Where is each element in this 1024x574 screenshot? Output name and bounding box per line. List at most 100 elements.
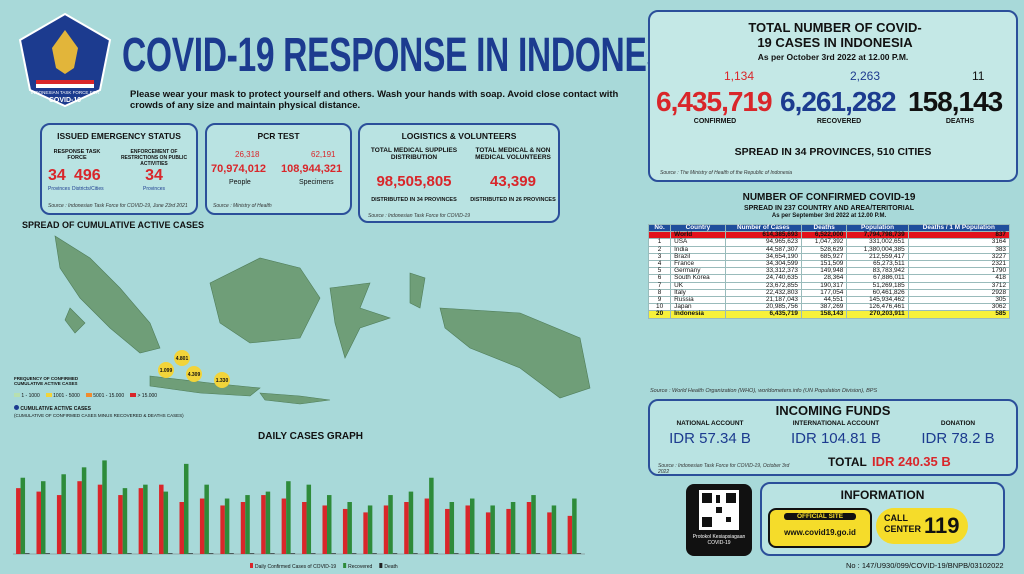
bar [240,502,246,554]
cell: 6,522,000 [800,231,848,240]
bar [363,512,368,554]
legend-label: 5001 - 15.000 [93,393,125,399]
unit: Provinces [143,186,165,192]
table-subtitle: SPREAD IN 237 COUNTRY AND AREA/TERITORIA… [743,205,915,212]
bar [199,498,205,554]
value: IDR 78.2 B [921,430,995,447]
label: CONFIRMED [693,118,737,125]
value: 34 [145,167,163,184]
column-header: Deaths / 1 M Population [907,223,1011,233]
cell: 3062 [907,303,1011,312]
bar [433,553,439,554]
bar [372,553,377,554]
bar [485,512,491,554]
footer: No : 147/U930/099/COVID-19/BNPB/03102022 [846,561,1004,570]
unit: Provinces [48,186,70,192]
bar [535,553,541,554]
cell: USA [670,238,726,247]
cell: 270,203,911 [846,310,909,319]
site[interactable]: www.covid19.go.id [784,528,856,537]
bar [326,495,332,554]
panel-title: LOGISTICS & VOLUNTEERS [401,131,517,141]
bar [347,502,352,554]
bar [404,502,409,554]
label: TOTAL MEDICAL SUPPLIES DISTRIBUTION [370,147,458,161]
bar [270,553,275,554]
column-header: Population [846,223,909,233]
value: 34 [48,167,66,184]
value: IDR 104.81 B [790,430,882,447]
bar [179,502,184,554]
info-panel: INFORMATION OFFICIAL SITE www.covid19.go… [760,482,1005,556]
bar [367,505,373,554]
unit: Specimens [299,179,334,186]
cell: 1,047,392 [800,238,848,247]
panel-title: INFORMATION [840,488,925,502]
source: Source : World Health Organization (WHO)… [650,388,878,394]
table-row: 1 USA 94,965,623 1,047,392 331,002,651 3164 [647,238,1011,247]
label: INTERNATIONAL ACCOUNT [792,420,880,427]
bar [551,505,557,554]
value: 496 [74,167,101,184]
increase: 2,263 [850,69,881,83]
active-note: (CUMULATIVE OF CONFIRMED CASES MINUS REC… [14,413,184,418]
cell: 7,794,798,739 [846,231,909,240]
cell: 6,435,719 [724,310,802,319]
table-row: 20 Indonesia 6,435,719 158,143 270,203,911 58… [647,310,1011,319]
bar [45,553,50,554]
value: 6,261,282 [780,86,897,117]
logo-text: INDONESIAN TASK FORCE FOR [31,90,100,95]
bar [183,463,189,554]
qr-label: Protokol Kesiapsiagaan COVID-19 [692,534,746,546]
panel-title: TOTAL NUMBER OF COVID-19 CASES IN INDONE… [748,20,922,50]
bar [25,553,30,554]
bar [331,553,336,554]
bar [159,484,164,554]
value: 43,399 [490,173,536,190]
bar [86,553,91,554]
increase: 62,191 [311,150,336,159]
daily-chart: Daily Confirmed Cases of COVID-19 Recover… [13,460,585,570]
bar [311,553,316,554]
cell: 3164 [907,238,1011,247]
column-header: No. [647,223,672,233]
column-header: Country [670,223,726,233]
bar [506,508,511,554]
site-badge[interactable]: OFFICIAL SITE www.covid19.go.id [768,508,872,548]
bar [20,477,26,554]
bar [40,481,46,554]
legend-swatch [250,563,253,568]
label: TOTAL MEDICAL & NON MEDICAL VOLUNTEERS [475,147,551,161]
bar [16,488,21,554]
island [209,257,321,344]
totals-panel: TOTAL NUMBER OF COVID-19 CASES IN INDONE… [648,10,1018,182]
cell: 2928 [907,288,1011,298]
bar [429,477,434,554]
cell: 331,002,651 [846,238,909,247]
cell: South Korea [670,274,726,283]
cell: 20 [647,310,672,319]
bar [204,484,209,554]
map-legend: 1 - 1000 1001 - 5000 5001 - 15.000 > 15.… [14,393,157,399]
cases-table: No. Country Number of Cases Deaths Populatio… [647,223,1011,319]
source: Source : Indonesian Task Force for COVID… [48,203,188,209]
bar [229,553,234,554]
bar [465,505,470,554]
bar [510,502,516,554]
bar [106,553,112,554]
bar [572,498,577,554]
bar [306,484,312,554]
increase: 26,318 [235,150,260,159]
bar [567,515,573,554]
active-label: CUMULATIVE ACTIVE CASES [14,405,91,412]
call-badge[interactable]: CALL CENTER 119 [876,508,968,544]
emergency-panel: ISSUED EMERGENCY STATUS RESPONSE TASK FO… [40,123,198,215]
bar [526,502,532,554]
bar [408,491,414,554]
source: Source : The Ministry of Health of the R… [660,170,793,176]
value: 108,944,321 [281,163,343,175]
bar [261,495,266,554]
bar [127,553,132,554]
bar [61,474,66,554]
bar [168,553,173,554]
